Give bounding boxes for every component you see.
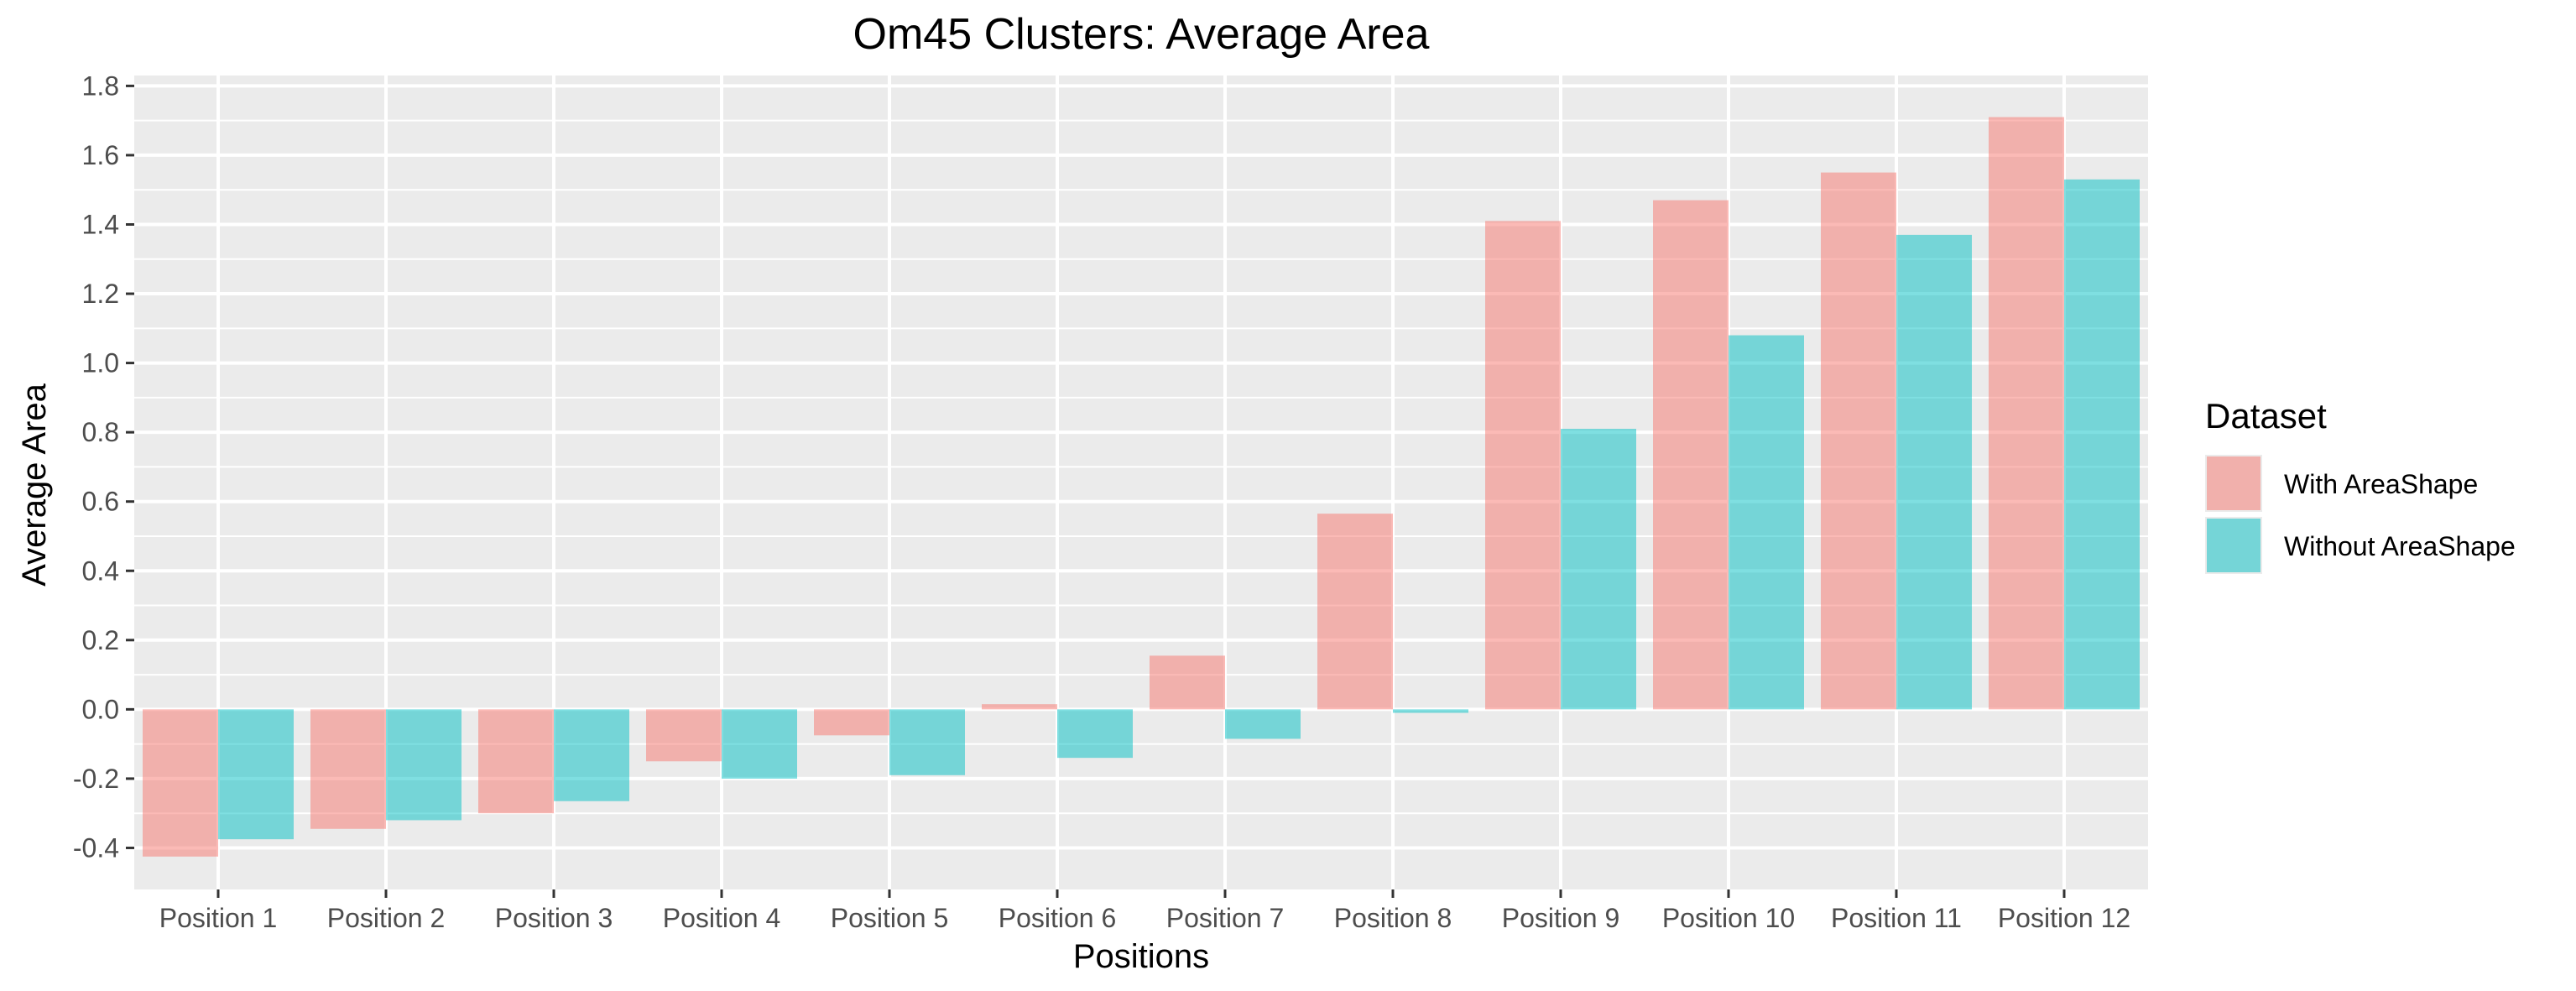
bar [1896,234,1972,710]
bar [386,709,461,821]
y-tick-label: -0.2 [73,764,119,794]
bar [814,709,889,736]
y-tick-label: 1.6 [82,140,119,170]
x-tick-label: Position 8 [1334,903,1452,933]
bar [478,709,554,814]
x-tick-label: Position 4 [663,903,781,933]
legend-key [2207,456,2261,510]
x-axis: Position 1 Position 2 Position 3 Position 4… [159,889,2130,933]
chart-title: Om45 Clusters: Average Area [853,10,1430,59]
y-tick-label: 1.4 [82,209,119,239]
y-tick-label: -0.4 [73,832,119,863]
x-tick-label: Position 6 [999,903,1117,933]
y-axis: -0.4 -0.2 0.0 0.2 0.4 0.6 0.8 1.0 1.2 1.4 1.6 1.8 [73,70,134,863]
x-tick-label: Position 3 [495,903,613,933]
x-tick-label: Position 7 [1166,903,1285,933]
bar [646,709,722,762]
y-tick-label: 0.6 [82,487,119,517]
y-tick-label: 0.8 [82,417,119,447]
bar [1561,429,1636,710]
y-tick-label: 0.0 [82,694,119,724]
legend-label: With AreaShape [2284,469,2478,499]
legend-title: Dataset [2205,396,2327,436]
x-tick-label: Position 2 [327,903,446,933]
plot-panel [134,76,2148,889]
bar [310,709,386,829]
y-tick-label: 1.2 [82,279,119,309]
bar [1729,335,1804,710]
bar [1225,709,1301,739]
bar [1150,655,1225,710]
legend-key [2207,519,2261,572]
bar [1653,200,1729,710]
bar [1485,221,1561,710]
bar [1989,117,2064,710]
bar [1821,172,1896,710]
x-tick-label: Position 9 [1502,903,1620,933]
bar [1057,709,1133,759]
bar [982,704,1057,710]
y-tick-label: 1.8 [82,70,119,101]
y-tick-label: 0.4 [82,555,119,586]
x-tick-label: Position 12 [1998,903,2130,933]
y-tick-label: 0.2 [82,625,119,655]
legend: Dataset With AreaShape Without AreaShape [2205,396,2516,574]
minor-gridlines [134,119,2148,815]
bar [2064,179,2140,710]
y-tick-label: 1.0 [82,348,119,378]
x-tick-label: Position 5 [831,903,949,933]
bar [218,709,294,840]
bar [143,709,218,857]
bars [143,117,2140,857]
bar [889,709,965,775]
y-axis-title: Average Area [16,383,53,586]
bar [554,709,629,801]
x-tick-label: Position 1 [159,903,278,933]
x-tick-label: Position 10 [1662,903,1795,933]
bar [722,709,797,779]
x-axis-title: Positions [1073,938,1209,975]
bar [1317,514,1393,710]
legend-label: Without AreaShape [2284,531,2516,561]
bar [1393,709,1468,713]
x-tick-label: Position 11 [1831,903,1962,933]
